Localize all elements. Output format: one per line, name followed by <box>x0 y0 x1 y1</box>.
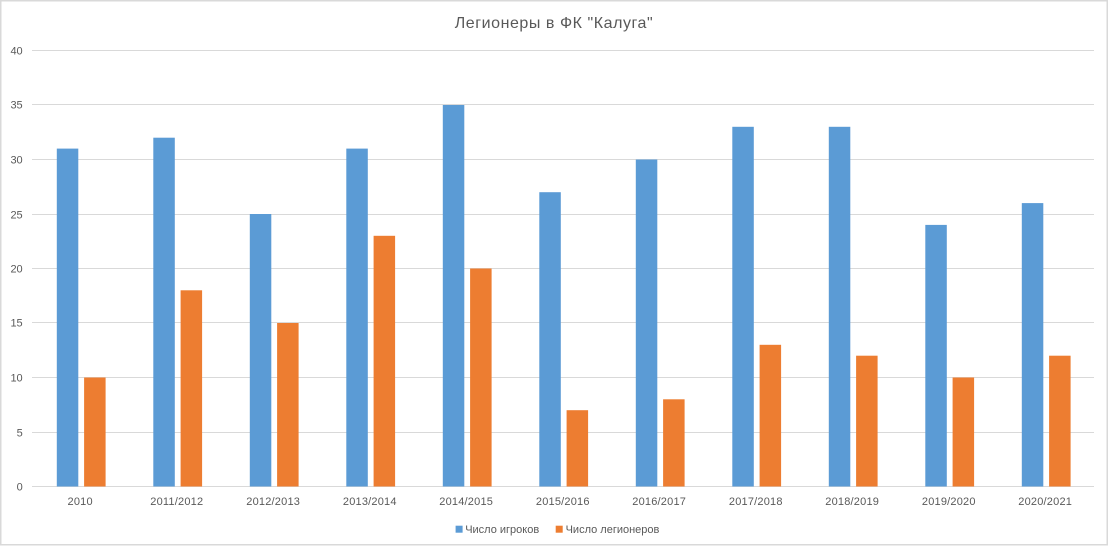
svg-text:2017/2018: 2017/2018 <box>729 496 783 508</box>
svg-text:0: 0 <box>17 482 23 494</box>
svg-text:35: 35 <box>10 100 22 112</box>
svg-text:2018/2019: 2018/2019 <box>825 496 879 508</box>
svg-text:2014/2015: 2014/2015 <box>439 496 493 508</box>
svg-text:2016/2017: 2016/2017 <box>632 496 686 508</box>
svg-text:25: 25 <box>10 210 22 222</box>
svg-text:40: 40 <box>10 46 22 58</box>
svg-text:2010: 2010 <box>68 496 93 508</box>
svg-text:2011/2012: 2011/2012 <box>150 496 203 508</box>
svg-text:2019/2020: 2019/2020 <box>922 496 976 508</box>
svg-text:Число легионеров: Число легионеров <box>566 524 660 536</box>
svg-text:2015/2016: 2015/2016 <box>536 496 590 508</box>
svg-text:15: 15 <box>10 318 22 330</box>
svg-text:2012/2013: 2012/2013 <box>246 496 300 508</box>
svg-text:5: 5 <box>17 428 23 440</box>
svg-text:2013/2014: 2013/2014 <box>343 496 397 508</box>
svg-text:Легионеры в ФК "Калуга": Легионеры в ФК "Калуга" <box>455 15 653 32</box>
svg-text:2020/2021: 2020/2021 <box>1018 496 1072 508</box>
svg-text:10: 10 <box>10 373 22 385</box>
svg-text:Число игроков: Число игроков <box>465 524 539 536</box>
svg-text:20: 20 <box>10 264 22 276</box>
svg-text:30: 30 <box>10 155 22 167</box>
